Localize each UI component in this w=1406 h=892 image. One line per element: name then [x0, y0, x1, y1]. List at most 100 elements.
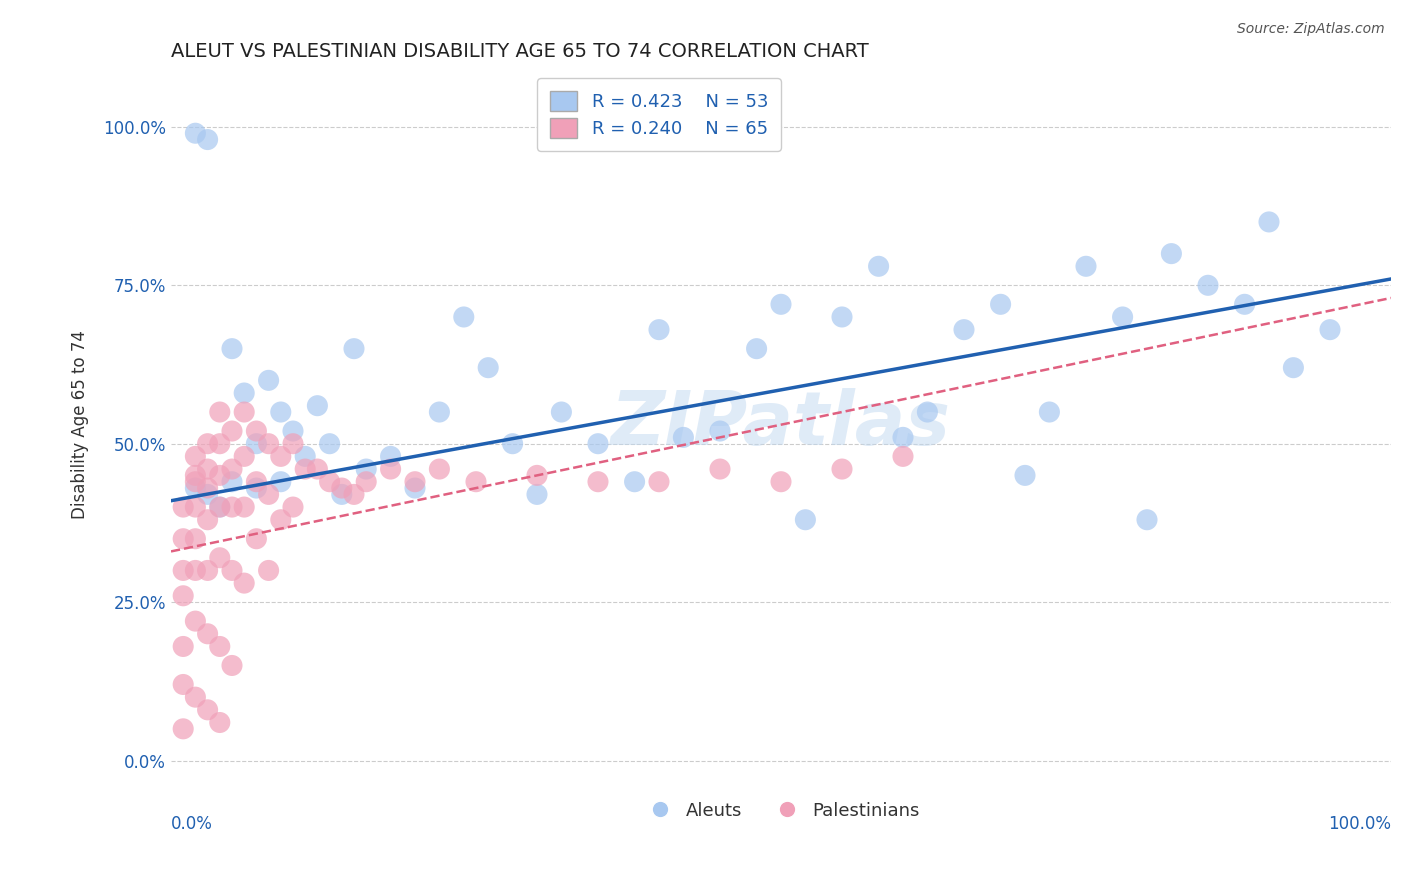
Point	[172, 563, 194, 577]
Point	[404, 481, 426, 495]
Point	[184, 563, 207, 577]
Point	[281, 500, 304, 514]
Point	[245, 532, 267, 546]
Point	[917, 405, 939, 419]
Point	[221, 475, 243, 489]
Point	[831, 462, 853, 476]
Point	[330, 487, 353, 501]
Point	[233, 500, 256, 514]
Point	[184, 690, 207, 705]
Point	[197, 481, 219, 495]
Text: ZIPatlas: ZIPatlas	[612, 388, 950, 461]
Point	[1282, 360, 1305, 375]
Point	[184, 468, 207, 483]
Point	[184, 481, 207, 495]
Point	[709, 424, 731, 438]
Y-axis label: Disability Age 65 to 74: Disability Age 65 to 74	[72, 330, 89, 519]
Point	[257, 373, 280, 387]
Point	[318, 436, 340, 450]
Point	[380, 450, 402, 464]
Point	[330, 481, 353, 495]
Point	[294, 450, 316, 464]
Point	[307, 399, 329, 413]
Text: 100.0%: 100.0%	[1329, 815, 1391, 833]
Point	[281, 436, 304, 450]
Point	[586, 436, 609, 450]
Point	[197, 132, 219, 146]
Point	[270, 513, 292, 527]
Point	[197, 703, 219, 717]
Point	[1136, 513, 1159, 527]
Point	[526, 468, 548, 483]
Point	[1197, 278, 1219, 293]
Point	[208, 405, 231, 419]
Point	[648, 475, 671, 489]
Point	[745, 342, 768, 356]
Point	[270, 450, 292, 464]
Point	[270, 475, 292, 489]
Point	[208, 500, 231, 514]
Point	[1258, 215, 1281, 229]
Point	[343, 487, 366, 501]
Point	[769, 475, 792, 489]
Point	[172, 722, 194, 736]
Point	[769, 297, 792, 311]
Point	[343, 342, 366, 356]
Point	[208, 500, 231, 514]
Point	[1014, 468, 1036, 483]
Point	[429, 462, 451, 476]
Point	[953, 323, 976, 337]
Point	[318, 475, 340, 489]
Point	[477, 360, 499, 375]
Point	[1074, 260, 1097, 274]
Point	[184, 450, 207, 464]
Point	[172, 677, 194, 691]
Point	[245, 424, 267, 438]
Point	[245, 481, 267, 495]
Point	[586, 475, 609, 489]
Point	[221, 424, 243, 438]
Point	[208, 640, 231, 654]
Point	[257, 436, 280, 450]
Point	[221, 563, 243, 577]
Point	[1038, 405, 1060, 419]
Point	[197, 462, 219, 476]
Point	[380, 462, 402, 476]
Point	[245, 475, 267, 489]
Point	[281, 424, 304, 438]
Point	[672, 430, 695, 444]
Point	[294, 462, 316, 476]
Point	[233, 450, 256, 464]
Point	[172, 589, 194, 603]
Point	[1111, 310, 1133, 324]
Point	[184, 532, 207, 546]
Point	[197, 513, 219, 527]
Point	[307, 462, 329, 476]
Point	[1233, 297, 1256, 311]
Point	[233, 576, 256, 591]
Point	[208, 436, 231, 450]
Point	[221, 500, 243, 514]
Point	[245, 436, 267, 450]
Point	[526, 487, 548, 501]
Point	[623, 475, 645, 489]
Legend: Aleuts, Palestinians: Aleuts, Palestinians	[636, 795, 927, 827]
Point	[270, 405, 292, 419]
Point	[172, 640, 194, 654]
Point	[257, 487, 280, 501]
Point	[831, 310, 853, 324]
Point	[1319, 323, 1341, 337]
Point	[429, 405, 451, 419]
Point	[990, 297, 1012, 311]
Point	[221, 462, 243, 476]
Point	[208, 550, 231, 565]
Point	[550, 405, 572, 419]
Point	[709, 462, 731, 476]
Point	[197, 563, 219, 577]
Point	[184, 500, 207, 514]
Point	[794, 513, 817, 527]
Text: 0.0%: 0.0%	[172, 815, 212, 833]
Point	[172, 500, 194, 514]
Point	[453, 310, 475, 324]
Point	[197, 487, 219, 501]
